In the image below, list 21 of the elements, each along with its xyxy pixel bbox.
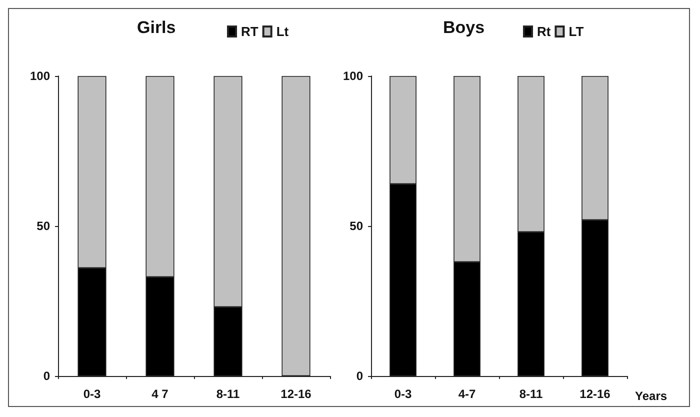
legend-label: Rt — [537, 24, 552, 39]
x-tick-label: 8-11 — [216, 387, 240, 401]
legend-label: RT — [241, 24, 258, 39]
y-tick-label: 100 — [342, 69, 364, 83]
x-tick-label: 12-16 — [280, 387, 312, 401]
y-tick-label: 0 — [43, 369, 50, 383]
x-tick-label: 0-3 — [394, 387, 412, 401]
y-tick-label: 100 — [30, 69, 50, 83]
y-tick-label: 0 — [356, 369, 364, 383]
x-tick-label: 4 7 — [152, 387, 169, 401]
x-tick-label: 12-16 — [580, 387, 611, 401]
legend-label: Lt — [276, 24, 290, 39]
legend-label: LT — [568, 24, 584, 39]
x-tick-label: 0-3 — [83, 387, 101, 401]
chart-title: Girls — [137, 18, 176, 37]
x-axis-title: Years — [635, 389, 668, 403]
chart-title: Boys — [443, 18, 485, 37]
y-tick-label: 50 — [36, 219, 50, 233]
x-tick-label: 8-11 — [519, 387, 544, 401]
x-tick-label: 4-7 — [458, 387, 476, 401]
y-tick-label: 50 — [350, 219, 364, 233]
